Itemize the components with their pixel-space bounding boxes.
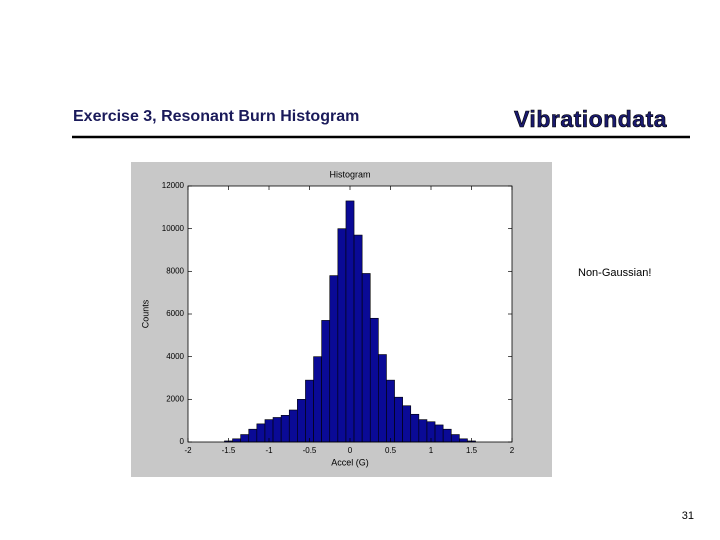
x-tick-label: -1	[265, 446, 273, 455]
histogram-bar	[297, 399, 306, 443]
histogram-bar	[434, 424, 444, 443]
histogram-bar	[337, 228, 347, 443]
page-number: 31	[682, 510, 694, 522]
slide-title: Exercise 3, Resonant Burn Histogram	[73, 108, 359, 125]
histogram-bar	[450, 434, 460, 443]
histogram-bar	[378, 354, 387, 443]
y-tick-label: 4000	[166, 352, 184, 361]
x-tick-label: 2	[510, 446, 515, 455]
y-tick-label: 12000	[162, 181, 185, 190]
histogram-bar	[272, 417, 282, 443]
x-tick-label: 1.5	[466, 446, 478, 455]
y-tick-label: 6000	[166, 309, 184, 318]
axes-frame	[187, 185, 513, 443]
histogram-bar	[394, 396, 403, 443]
histogram-bar	[280, 415, 290, 443]
histogram-bar	[418, 419, 428, 443]
x-tick-label: 1	[429, 446, 434, 455]
histogram-bar	[361, 273, 371, 443]
histogram-bar	[321, 320, 331, 443]
histogram-bar	[232, 438, 241, 443]
annotation: Non-Gaussian!	[578, 267, 651, 279]
y-tick-label: 0	[180, 437, 185, 446]
histogram-bar	[353, 234, 363, 443]
y-tick-label: 8000	[166, 266, 184, 275]
x-tick-label: 0	[348, 446, 353, 455]
histogram-bar	[345, 200, 355, 443]
histogram-bar	[459, 438, 468, 443]
x-tick-label: 0.5	[385, 446, 397, 455]
histogram-bar	[402, 405, 412, 443]
x-tick-label: -2	[184, 446, 192, 455]
y-axis-label: Counts	[140, 299, 150, 328]
histogram-bar	[248, 428, 258, 443]
histogram-bar	[442, 428, 452, 443]
y-tick-label: 2000	[166, 394, 184, 403]
chart-title: Histogram	[329, 169, 370, 179]
logo: Vibrationdata	[514, 106, 667, 132]
histogram-bar	[313, 356, 322, 443]
histogram-bar	[288, 409, 298, 443]
histogram-bar	[410, 413, 420, 443]
x-axis-label: Accel (G)	[331, 457, 369, 467]
histogram-bar	[240, 434, 250, 443]
x-tick-label: -0.5	[303, 446, 317, 455]
histogram-bar	[386, 379, 395, 443]
histogram-bar	[369, 317, 379, 443]
y-tick-label: 10000	[162, 224, 185, 233]
histogram-bar	[329, 275, 339, 443]
x-tick-label: -1.5	[222, 446, 236, 455]
histogram-bar	[256, 423, 266, 443]
histogram-bar	[305, 379, 314, 443]
